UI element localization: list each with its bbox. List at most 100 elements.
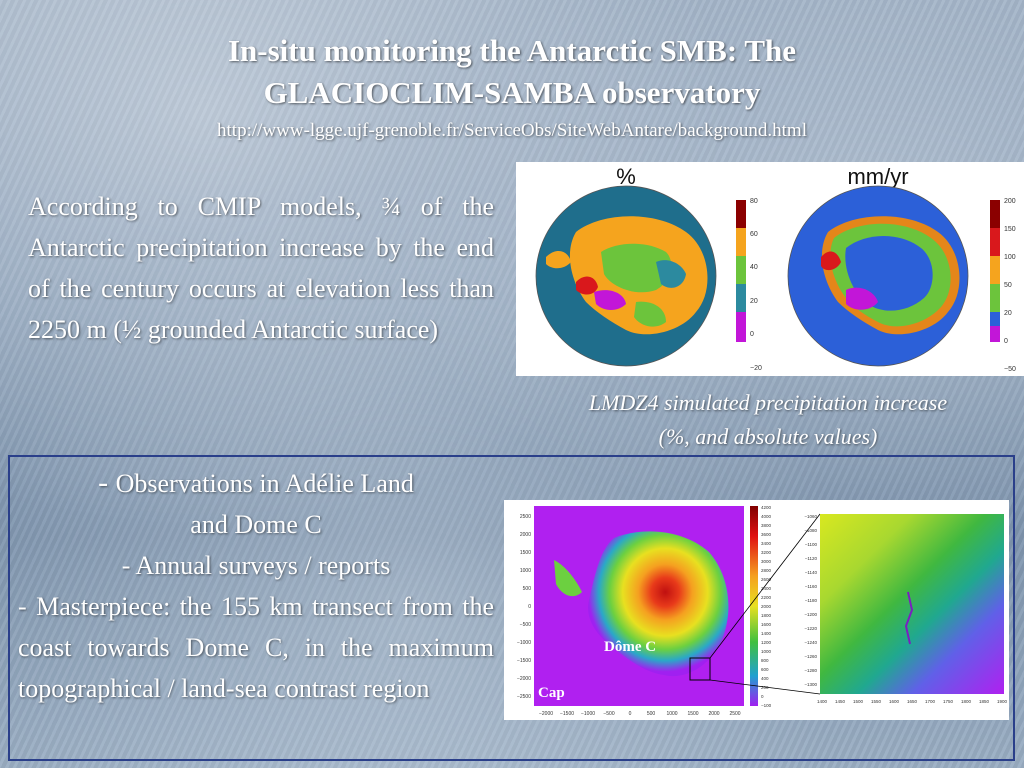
right-tick-6: 0 — [1004, 338, 1008, 345]
obs-line-1: - Observations in Adélie Land — [18, 462, 494, 504]
map-y-tick-4: 1000 — [520, 568, 531, 574]
map-y-tick-3: 1500 — [520, 550, 531, 556]
obs-line-1-text: Observations in Adélie Land — [115, 469, 414, 498]
zoom-y-tick-6: −1160 — [805, 584, 818, 589]
cbar-tick-13: 1800 — [761, 613, 772, 618]
zoom-x-tick-3: 1500 — [853, 699, 864, 704]
cbar-tick-19: 600 — [761, 667, 769, 672]
zoom-y-tick-8: −1200 — [804, 612, 817, 617]
zoom-y-tick-9: −1220 — [804, 626, 817, 631]
zoom-y-tick-11: −1260 — [804, 654, 817, 659]
cbar-tick-18: 800 — [761, 658, 769, 663]
map-x-tick-2: −1500 — [560, 711, 574, 717]
map-y-tick-1: 2500 — [520, 514, 531, 520]
cbar-tick-3: 3800 — [761, 523, 772, 528]
cbar-tick-6: 3200 — [761, 550, 772, 555]
cbar-tick-2: 4000 — [761, 514, 772, 519]
map-y-tick-9: −1500 — [517, 658, 531, 664]
map-y-tick-11: −2500 — [517, 694, 531, 700]
map-x-tick-6: 500 — [647, 711, 656, 717]
dome-c-label: Dôme C — [604, 639, 656, 655]
observations-box — [8, 455, 1015, 761]
left-tick-6: −20 — [750, 365, 762, 372]
left-tick-2: 60 — [750, 231, 758, 238]
cbar-tick-9: 2600 — [761, 577, 772, 582]
obs-line-3: - Annual surveys / reports — [121, 551, 391, 580]
zoom-y-tick-7: −1180 — [805, 598, 818, 603]
cbar-tick-16: 1200 — [761, 640, 772, 645]
zoom-y-tick-5: −1140 — [805, 570, 818, 575]
topo-colorbar — [750, 506, 758, 706]
source-url[interactable]: http://www-lgge.ujf-grenoble.fr/ServiceO… — [217, 120, 807, 141]
right-tick-7: −50 — [1004, 366, 1016, 373]
precipitation-maps-figure: % mm/yr 80 60 40 20 0 −20 — [516, 162, 1024, 376]
map-x-tick-5: 0 — [629, 711, 632, 717]
right-tick-5: 20 — [1004, 310, 1012, 317]
zoom-x-tick-8: 1750 — [943, 699, 954, 704]
zoom-y-tick-10: −1240 — [804, 640, 817, 645]
title-line-1: In-situ monitoring the Antarctic SMB: Th… — [227, 33, 797, 68]
map-x-tick-1: −2000 — [539, 711, 553, 717]
map-x-tick-3: −1000 — [581, 711, 595, 717]
cbar-tick-17: 1000 — [761, 649, 772, 654]
map-y-tick-10: −2000 — [517, 676, 531, 682]
caption-line-2: (%, and absolute values) — [658, 424, 878, 449]
cbar-tick-10: 2400 — [761, 586, 772, 591]
cbar-tick-15: 1400 — [761, 631, 772, 636]
zoom-x-tick-9: 1800 — [961, 699, 972, 704]
zoom-y-tick-1: −1060 — [804, 514, 817, 519]
cbar-tick-1: 4200 — [761, 505, 772, 510]
cbar-tick-22: 0 — [761, 694, 764, 699]
zoom-x-tick-5: 1600 — [889, 699, 900, 704]
observations-text: - Observations in Adélie Land and Dome C… — [18, 462, 494, 709]
cbar-tick-12: 2000 — [761, 604, 772, 609]
title-line-2: GLACIOCLIM-SAMBA observatory — [263, 75, 761, 110]
map-x-tick-9: 2000 — [708, 711, 719, 717]
left-map — [536, 186, 716, 366]
cbar-tick-7: 3000 — [761, 559, 772, 564]
cbar-tick-5: 3400 — [761, 541, 772, 546]
zoom-panel — [820, 514, 1004, 694]
right-colorbar — [990, 200, 1000, 342]
intro-paragraph: According to CMIP models, ¾ of the Antar… — [28, 192, 494, 344]
cap-label: Cap — [538, 685, 565, 701]
map-y-tick-2: 2000 — [520, 532, 531, 538]
map-x-tick-7: 1000 — [666, 711, 677, 717]
zoom-x-tick-10: 1850 — [979, 699, 990, 704]
map-x-tick-8: 1500 — [687, 711, 698, 717]
left-colorbar — [736, 200, 746, 342]
zoom-x-tick-6: 1650 — [907, 699, 918, 704]
cbar-tick-20: 400 — [761, 676, 769, 681]
cbar-tick-11: 2200 — [761, 595, 772, 600]
map-x-tick-4: −500 — [603, 711, 614, 717]
zoom-x-tick-1: 1400 — [817, 699, 828, 704]
obs-line-4: - Masterpiece: the 155 km transect from … — [18, 592, 494, 703]
map-y-tick-5: 500 — [523, 586, 532, 592]
cbar-tick-23: −100 — [761, 703, 772, 708]
figure-caption: LMDZ4 simulated precipitation increase (… — [528, 386, 1008, 454]
left-tick-4: 20 — [750, 298, 758, 305]
map-y-tick-7: −500 — [520, 622, 531, 628]
cbar-tick-8: 2800 — [761, 568, 772, 573]
zoom-y-tick-2: −1080 — [804, 528, 817, 533]
right-unit-label: mm/yr — [847, 164, 908, 189]
slide-title: In-situ monitoring the Antarctic SMB: Th… — [60, 30, 964, 114]
left-tick-1: 80 — [750, 198, 758, 205]
zoom-y-tick-3: −1100 — [805, 542, 818, 547]
left-unit-label: % — [616, 164, 636, 189]
caption-line-1: LMDZ4 simulated precipitation increase — [588, 390, 948, 415]
zoom-x-tick-4: 1550 — [871, 699, 882, 704]
zoom-x-tick-11: 1900 — [997, 699, 1008, 704]
cbar-tick-21: 200 — [761, 685, 769, 690]
obs-line-1-dash: - — [98, 466, 116, 499]
left-tick-5: 0 — [750, 331, 754, 338]
right-tick-4: 50 — [1004, 282, 1012, 289]
topography-figure: Dôme C Cap 2500 2000 1500 1000 500 0 −50… — [504, 500, 1009, 720]
zoom-y-tick-13: −1300 — [804, 682, 817, 687]
right-tick-2: 150 — [1004, 226, 1016, 233]
cbar-tick-4: 3600 — [761, 532, 772, 537]
right-tick-3: 100 — [1004, 254, 1016, 261]
right-map — [788, 186, 968, 366]
zoom-y-tick-4: −1120 — [805, 556, 818, 561]
zoom-y-tick-12: −1280 — [804, 668, 817, 673]
